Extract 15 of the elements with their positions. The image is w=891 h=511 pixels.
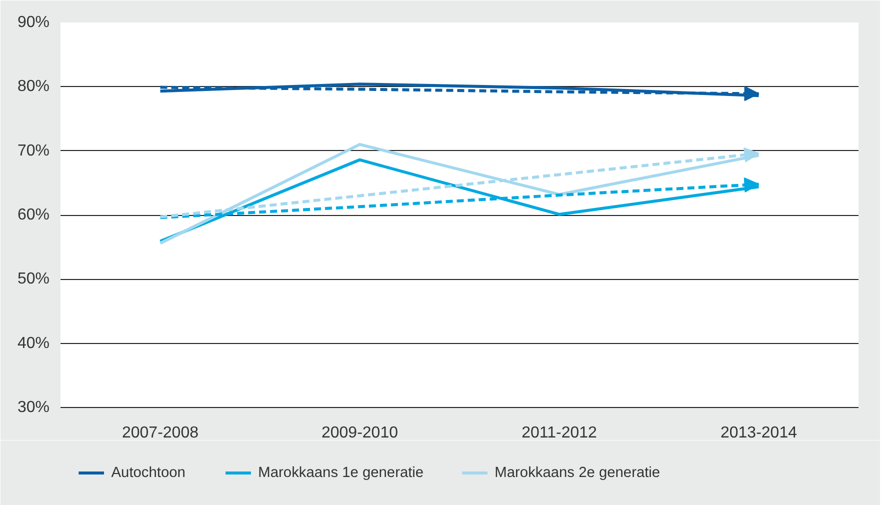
y-tick-label: 80% bbox=[17, 78, 50, 96]
y-tick-label: 30% bbox=[17, 399, 50, 416]
x-tick-label: 2013-2014 bbox=[720, 424, 798, 442]
y-tick-label: 70% bbox=[17, 142, 50, 160]
legend-label: Marokkaans 1e generatie bbox=[258, 465, 424, 481]
line-series bbox=[158, 158, 760, 243]
y-tick-label: 40% bbox=[17, 334, 50, 352]
x-tick-label: 2011-2012 bbox=[522, 424, 598, 442]
y-tick-label: 60% bbox=[17, 206, 50, 224]
legend-label: Autochtoon bbox=[111, 465, 186, 481]
y-tick-label: 90% bbox=[17, 14, 50, 31]
x-tick-label: 2009-2010 bbox=[321, 424, 398, 442]
y-tick-label: 50% bbox=[17, 270, 50, 288]
x-tick-label: 2007-2008 bbox=[122, 424, 199, 442]
legend-label: Marokkaans 2e generatie bbox=[494, 465, 660, 481]
